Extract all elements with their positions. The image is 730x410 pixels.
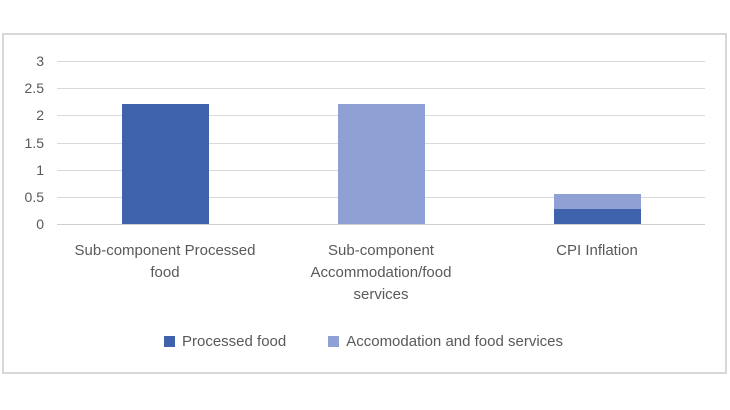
bar-segment — [121, 104, 209, 224]
x-axis-category-label: CPI Inflation — [489, 240, 705, 306]
y-axis-tick-label: 2.5 — [24, 80, 44, 97]
y-axis-tick-label: 2 — [36, 107, 44, 124]
gridline — [57, 224, 705, 225]
gridline — [57, 88, 705, 90]
y-axis-tick-label: 1.5 — [24, 134, 44, 151]
y-axis-tick-label: 1 — [36, 161, 44, 178]
bar-segment — [337, 104, 425, 224]
legend-label: Processed food — [181, 333, 287, 350]
bar-segment — [553, 194, 641, 209]
y-axis-tick-label: 0.5 — [24, 188, 44, 205]
plot-area — [57, 61, 705, 225]
x-axis-category-label-text: Sub-component Accommodation/food service… — [310, 242, 452, 303]
legend-label: Accomodation and food services — [346, 333, 564, 350]
y-axis-tick-label: 0 — [36, 216, 44, 232]
bar-segment — [553, 208, 641, 224]
legend-swatch-icon — [163, 336, 175, 347]
x-axis-category-label-text: CPI Inflation — [556, 242, 638, 259]
legend-swatch-icon — [328, 336, 340, 347]
x-axis-category-label: Sub-component Processed food — [57, 240, 273, 306]
legend-item: Processed food — [163, 333, 287, 350]
y-axis: 0 0.5 1 1.5 2 2.5 3 — [6, 53, 44, 232]
legend-item: Accomodation and food services — [328, 333, 563, 350]
gridline — [57, 61, 705, 62]
x-axis-labels: Sub-component Processed food Sub-componen… — [57, 240, 705, 306]
legend: Processed food Accomodation and food serv… — [2, 333, 725, 350]
x-axis-category-label: Sub-component Accommodation/food service… — [273, 240, 489, 306]
y-axis-tick-label: 3 — [36, 53, 44, 69]
x-axis-category-label-text: Sub-component Processed food — [74, 242, 256, 281]
